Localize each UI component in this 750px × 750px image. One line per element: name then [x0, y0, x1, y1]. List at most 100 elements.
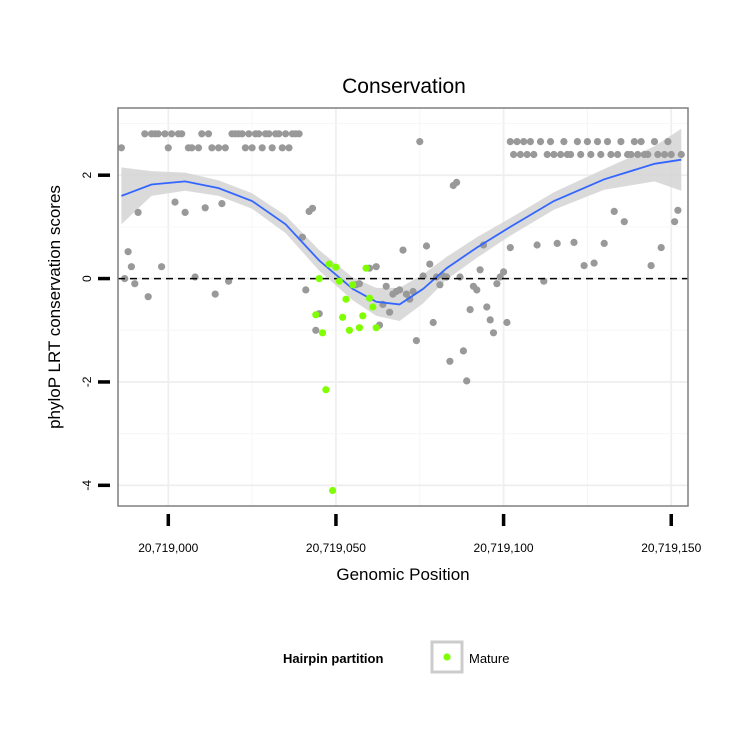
data-point — [124, 248, 132, 256]
data-point — [419, 272, 427, 280]
data-point — [546, 138, 555, 146]
data-point — [208, 144, 216, 152]
data-point — [211, 290, 219, 298]
data-point — [533, 241, 541, 249]
data-point — [503, 318, 511, 327]
data-point — [459, 347, 467, 355]
data-point — [557, 150, 565, 159]
data-point — [530, 150, 538, 159]
x-tick-label: 20,719,150 — [641, 541, 701, 555]
data-point — [422, 242, 431, 250]
data-point — [520, 138, 528, 146]
data-point — [506, 138, 514, 146]
data-point — [412, 337, 420, 345]
data-point — [603, 138, 612, 146]
data-point — [553, 239, 561, 247]
data-point — [312, 326, 320, 334]
data-point — [647, 262, 655, 270]
data-point — [255, 130, 263, 138]
mature-point — [362, 264, 370, 272]
x-tick-label: 20,719,100 — [474, 541, 534, 555]
data-point — [506, 244, 514, 252]
mature-point — [345, 326, 353, 334]
data-point — [590, 259, 598, 267]
data-point — [607, 150, 615, 159]
data-point — [463, 377, 471, 385]
data-point — [225, 277, 233, 285]
mature-point — [342, 295, 350, 303]
x-axis-ticks: 20,719,000 20,719,050 20,719,100 20,719,150 — [138, 514, 702, 555]
data-point — [134, 208, 142, 216]
data-point — [302, 286, 310, 294]
data-point — [674, 206, 682, 214]
data-point — [141, 130, 149, 138]
data-point — [483, 303, 491, 311]
data-point — [671, 218, 679, 226]
mature-point — [355, 324, 363, 332]
data-point — [285, 144, 293, 152]
data-point — [540, 277, 548, 285]
data-point — [446, 357, 454, 365]
y-tick-label: -2 — [80, 376, 94, 387]
data-point — [620, 218, 628, 226]
data-point — [473, 286, 481, 294]
mature-point — [332, 263, 340, 271]
data-point — [127, 263, 135, 271]
data-point — [201, 204, 209, 212]
data-point — [117, 144, 125, 152]
data-point — [500, 268, 508, 276]
chart-title: Conservation — [342, 75, 466, 98]
data-point — [453, 178, 461, 186]
data-point — [456, 273, 464, 281]
data-point — [600, 239, 608, 247]
data-point — [509, 150, 518, 159]
mature-point — [349, 281, 357, 289]
data-point — [614, 150, 622, 159]
x-tick-label: 20,719,050 — [306, 541, 366, 555]
data-point — [144, 293, 152, 301]
y-tick-label: -4 — [80, 480, 94, 491]
data-point — [523, 150, 531, 159]
data-point — [198, 130, 206, 138]
data-point — [466, 306, 474, 314]
data-point — [587, 150, 595, 159]
legend-title: Hairpin partition — [283, 651, 383, 666]
data-point — [550, 150, 558, 159]
data-point — [245, 130, 253, 138]
legend: Hairpin partition Mature — [283, 640, 509, 674]
data-point — [131, 280, 139, 288]
y-tick-label: 0 — [80, 275, 94, 282]
y-tick-label: 2 — [80, 172, 94, 179]
data-point — [513, 138, 521, 146]
data-point — [372, 263, 380, 271]
data-point — [429, 318, 437, 327]
mature-point — [325, 260, 333, 268]
data-point — [164, 144, 172, 152]
mature-point — [318, 329, 327, 337]
data-point — [218, 200, 226, 208]
plot-panel-border — [117, 107, 689, 507]
data-point — [168, 130, 176, 138]
data-point — [275, 130, 283, 138]
data-point — [516, 150, 525, 159]
mature-point — [322, 386, 330, 394]
x-tick-label: 20,719,000 — [138, 541, 198, 555]
data-point — [399, 246, 407, 254]
data-point — [204, 130, 213, 138]
data-point — [181, 208, 189, 216]
data-point — [265, 130, 273, 138]
mature-point — [315, 275, 323, 283]
data-point — [215, 144, 223, 152]
mature-point — [359, 312, 367, 320]
data-point — [194, 144, 203, 152]
data-point — [436, 281, 444, 289]
data-point — [241, 144, 249, 152]
data-point — [161, 130, 169, 138]
data-point — [426, 260, 434, 268]
data-point — [536, 138, 545, 146]
data-point — [282, 130, 290, 138]
data-point — [577, 150, 585, 159]
legend-label-mature: Mature — [469, 651, 509, 666]
mature-point — [329, 486, 337, 495]
